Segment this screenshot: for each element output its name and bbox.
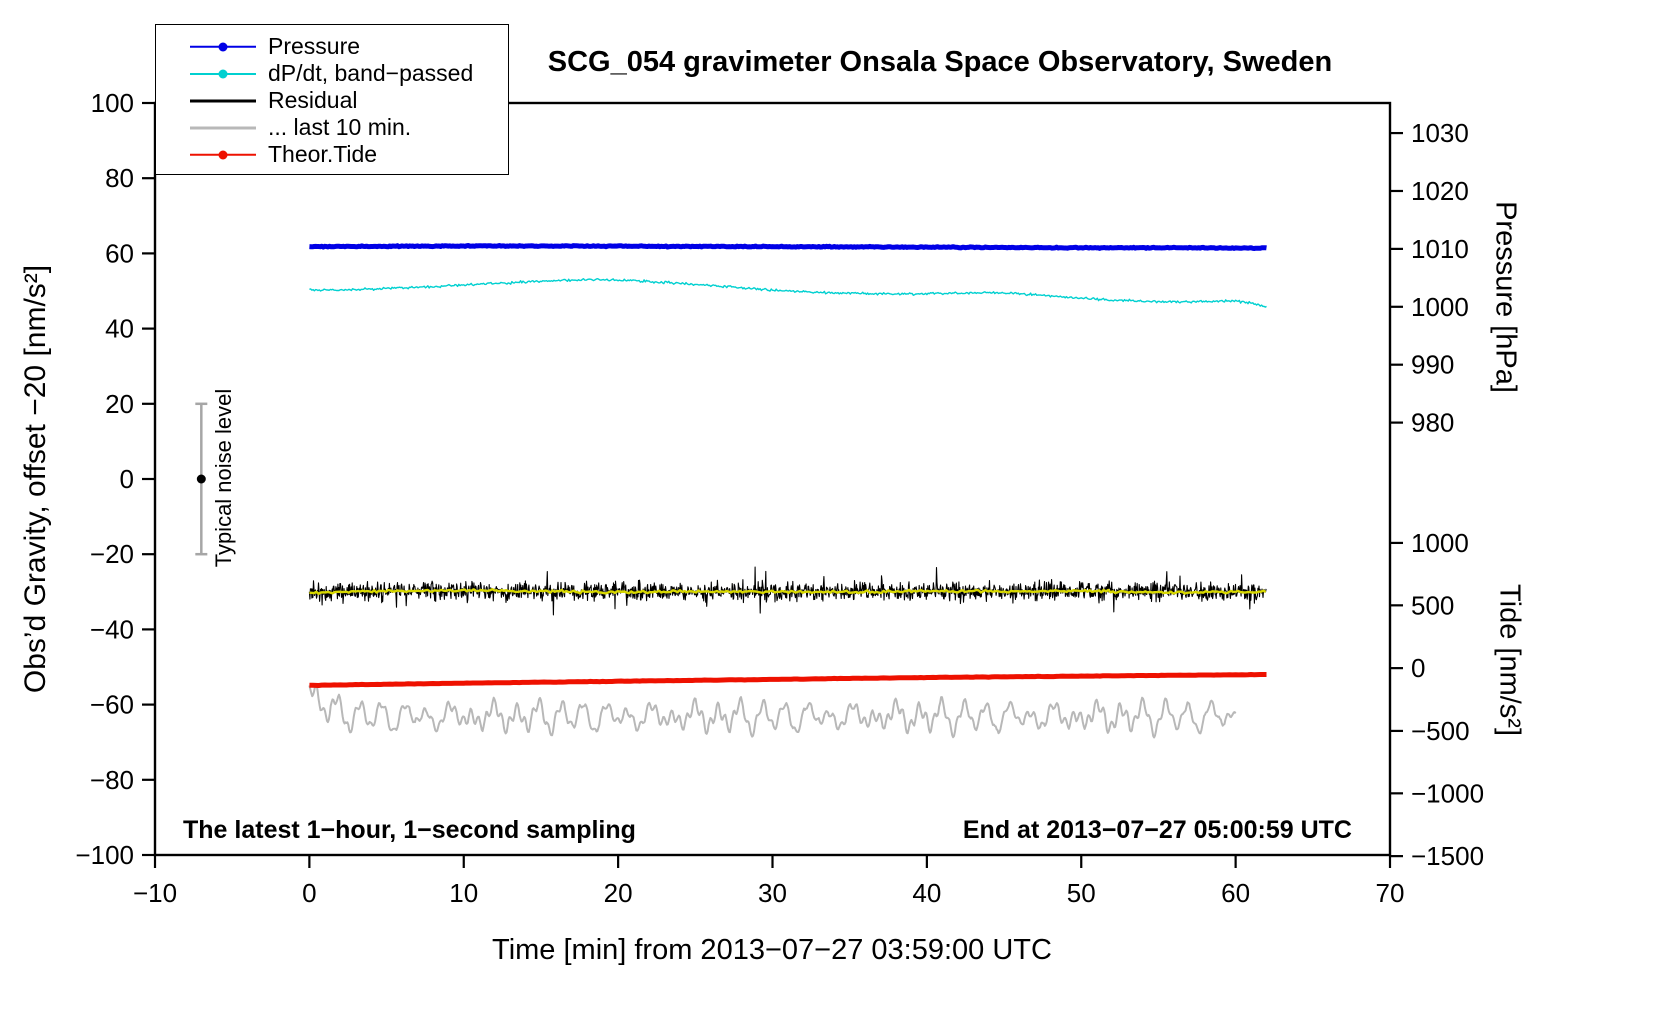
pressure-tick-label: 990 (1411, 350, 1454, 380)
tide-tick-label: 1000 (1411, 528, 1469, 558)
legend-item-0: Pressure (156, 33, 508, 60)
pressure-tick-label: 1010 (1411, 234, 1469, 264)
left-tick-label: −80 (90, 765, 134, 795)
legend-label: Pressure (268, 33, 361, 59)
pressure-axis-label: Pressure [hPa] (1489, 201, 1522, 393)
x-tick-label: 20 (604, 878, 633, 908)
x-tick-label: 50 (1067, 878, 1096, 908)
tide-tick-label: 500 (1411, 590, 1454, 620)
left-tick-label: −40 (90, 614, 134, 644)
pressure-tick-label: 980 (1411, 408, 1454, 438)
x-tick-label: 40 (912, 878, 941, 908)
series-last_10_min (308, 683, 1237, 739)
series (308, 243, 1268, 739)
tide-axis-label: Tide [nm/s²] (1493, 583, 1526, 737)
chart-title: SCG_054 gravimeter Onsala Space Observat… (547, 46, 1333, 78)
sampling-note: The latest 1−hour, 1−second sampling (183, 816, 636, 844)
legend-item-4: Theor.Tide (156, 141, 508, 168)
left-tick-label: −60 (90, 690, 134, 720)
left-tick-label: 0 (120, 464, 134, 494)
series-theor_tide (309, 672, 1267, 688)
x-tick-label: −10 (133, 878, 177, 908)
left-tick-label: 20 (105, 389, 134, 419)
legend-label: dP/dt, band−passed (268, 60, 474, 86)
left-tick-label: 80 (105, 163, 134, 193)
pressure-tick-label: 1000 (1411, 292, 1469, 322)
end-time-note: End at 2013−07−27 05:00:59 UTC (962, 816, 1352, 844)
series-dpdt_bandpassed (309, 278, 1267, 308)
legend-item-2: Residual (156, 87, 508, 114)
y-axis-left-label: Obs’d Gravity, offset −20 [nm/s²] (19, 264, 52, 694)
residual-legend-marker (190, 95, 256, 107)
x-tick-label: 10 (449, 878, 478, 908)
x-tick-label: 60 (1221, 878, 1250, 908)
pressure-tick-label: 1020 (1411, 176, 1469, 206)
noise-level-dot (196, 474, 206, 484)
plot-frame (153, 101, 1392, 857)
last10-legend-marker (190, 122, 256, 134)
x-tick-label: 70 (1376, 878, 1405, 908)
left-tick-label: −20 (90, 539, 134, 569)
x-tick-label: 30 (758, 878, 787, 908)
legend-label: ... last 10 min. (268, 114, 412, 140)
legend-label: Residual (268, 87, 358, 113)
tide-legend-marker (190, 149, 256, 161)
tide-tick-label: 0 (1411, 653, 1425, 683)
tide-tick-label: −1500 (1411, 841, 1484, 871)
legend-item-1: dP/dt, band−passed (156, 60, 508, 87)
left-tick-label: 40 (105, 314, 134, 344)
dpdt-legend-marker (190, 68, 256, 80)
x-axis-label: Time [min] from 2013−07−27 03:59:00 UTC (492, 934, 1052, 966)
x-tick-label: 0 (302, 878, 316, 908)
series-residual (308, 566, 1267, 616)
tide-tick-label: −1000 (1411, 778, 1484, 808)
noise-level-marker (195, 402, 208, 556)
noise-level-label: Typical noise level (211, 388, 236, 568)
series-pressure (308, 243, 1268, 251)
left-tick-label: 100 (91, 88, 134, 118)
pressure-legend-marker (190, 41, 256, 53)
tide-tick-label: −500 (1411, 716, 1470, 746)
left-tick-label: −100 (75, 840, 134, 870)
legend-item-3: ... last 10 min. (156, 114, 508, 141)
series-residual_mean (309, 588, 1267, 595)
legend-label: Theor.Tide (268, 141, 378, 167)
legend: Pressure dP/dt, band−passed Residual... la… (155, 24, 509, 175)
pressure-tick-label: 1030 (1411, 118, 1469, 148)
left-tick-label: 60 (105, 238, 134, 268)
